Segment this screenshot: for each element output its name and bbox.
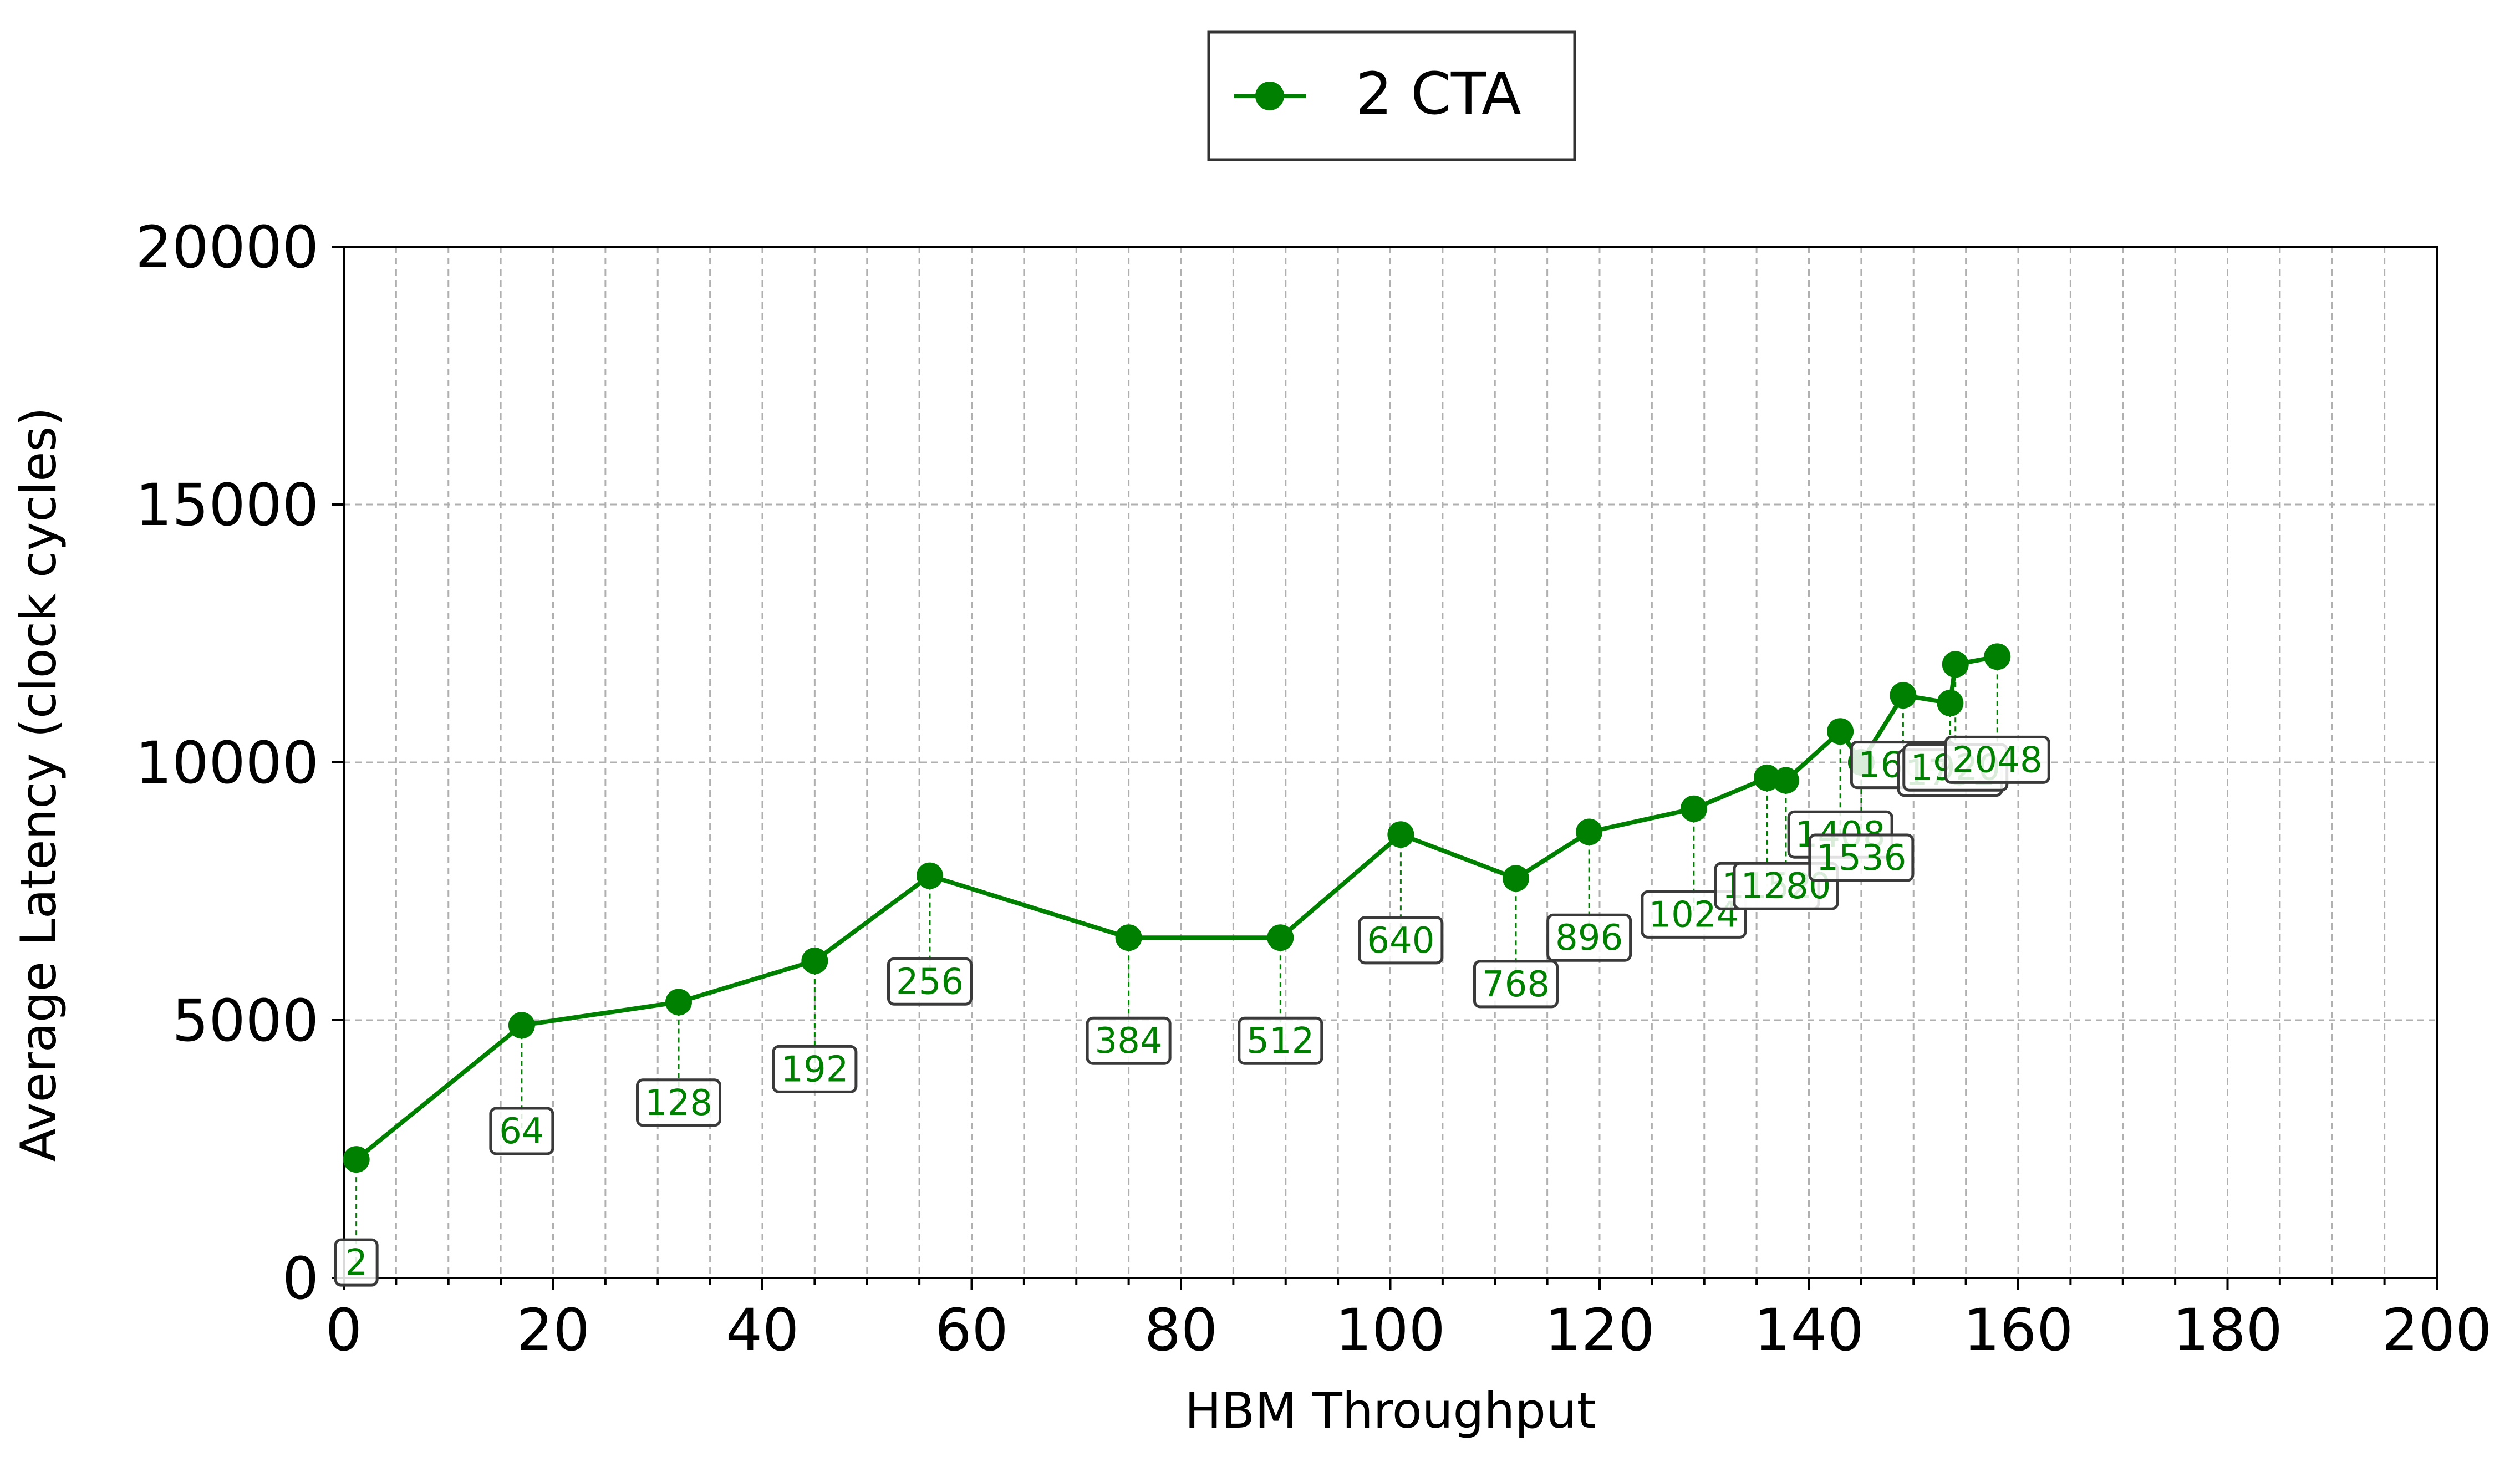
- y-tick-label: 15000: [135, 471, 319, 539]
- point-label-box: [1944, 735, 2050, 784]
- point-label-box: [772, 1045, 858, 1093]
- point-label-box: [1238, 1016, 1323, 1065]
- point-label-box: [489, 1107, 554, 1155]
- y-tick-label: 10000: [135, 729, 319, 797]
- data-point: [917, 862, 943, 889]
- data-point: [1267, 924, 1294, 951]
- point-label-box: [1546, 913, 1632, 962]
- x-tick-label: 80: [1144, 1296, 1218, 1364]
- x-tick-label: 120: [1545, 1296, 1655, 1364]
- point-label: 128: [645, 1083, 712, 1124]
- x-axis-label: HBM Throughput: [1185, 1382, 1596, 1439]
- data-point: [801, 948, 828, 975]
- data-point: [508, 1012, 535, 1039]
- point-label: 2048: [1952, 740, 2043, 781]
- x-tick-label: 180: [2172, 1296, 2283, 1364]
- y-tick-label: 20000: [135, 213, 319, 281]
- point-label: 2: [345, 1242, 368, 1283]
- data-point: [343, 1146, 370, 1173]
- legend-marker-swatch: [1255, 82, 1284, 110]
- point-label-box: [1086, 1016, 1172, 1065]
- point-label: 64: [499, 1111, 544, 1152]
- point-label-box: [636, 1078, 721, 1127]
- data-point: [1772, 767, 1799, 794]
- y-tick-label: 5000: [172, 987, 319, 1055]
- x-tick-label: 100: [1335, 1296, 1445, 1364]
- data-point: [1576, 818, 1603, 845]
- point-labels: 2641281922563845126407688961024115212801…: [334, 735, 2050, 1287]
- point-label-box: [887, 957, 973, 1006]
- point-label: 896: [1555, 918, 1623, 959]
- data-point: [1680, 795, 1707, 822]
- data-point: [1387, 821, 1414, 848]
- point-label-box: [334, 1238, 379, 1287]
- x-tick-label: 200: [2382, 1296, 2492, 1364]
- data-point: [1984, 643, 2011, 670]
- legend: 2 CTA: [1207, 30, 1576, 161]
- data-point: [665, 989, 692, 1016]
- y-tick-label: 0: [282, 1245, 319, 1312]
- point-label: 768: [1482, 964, 1550, 1005]
- x-tick-label: 60: [935, 1296, 1008, 1364]
- data-point: [1942, 651, 1969, 678]
- point-label: 192: [781, 1049, 848, 1090]
- point-label: 384: [1095, 1021, 1163, 1062]
- data-point: [1503, 865, 1529, 892]
- label-connectors: [355, 656, 1998, 1263]
- data-point: [1827, 718, 1854, 745]
- point-label: 256: [896, 961, 964, 1002]
- legend-series-label: 2 CTA: [1356, 60, 1521, 128]
- point-label: 640: [1367, 920, 1434, 961]
- y-axis-label: Average Latency (clock cycles): [10, 407, 67, 1162]
- grid: [343, 246, 2438, 1279]
- x-tick-label: 40: [726, 1296, 799, 1364]
- point-label-box: [1358, 916, 1444, 965]
- x-tick-label: 160: [1963, 1296, 2074, 1364]
- point-label: 1536: [1816, 838, 1906, 879]
- axis-ticks: 0 20 40 60 80 100 120 140 160 180 200 0 5000 10000 150…: [135, 213, 2492, 1364]
- x-tick-label: 140: [1754, 1296, 1864, 1364]
- point-label-box: [1808, 833, 1915, 882]
- data-point: [1890, 682, 1917, 709]
- point-label-box: [1473, 960, 1559, 1009]
- point-label: 512: [1246, 1021, 1314, 1062]
- x-tick-label: 0: [325, 1296, 362, 1364]
- data-point: [1937, 690, 1964, 717]
- data-point: [1115, 924, 1142, 951]
- x-tick-label: 20: [516, 1296, 589, 1364]
